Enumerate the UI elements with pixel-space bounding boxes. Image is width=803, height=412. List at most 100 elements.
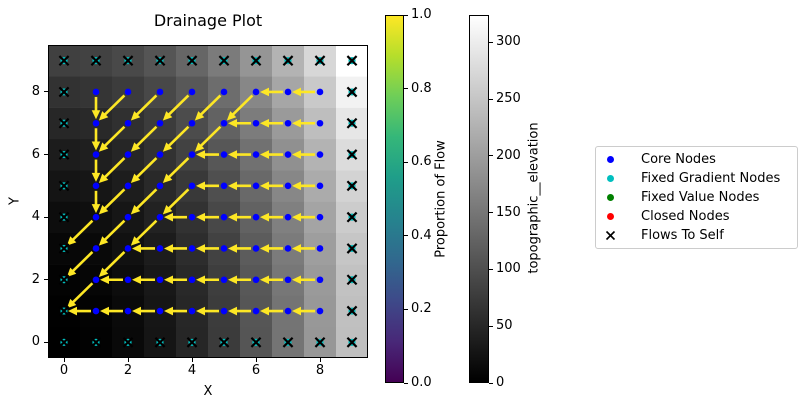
colorbar-tick-mark (404, 382, 408, 384)
flow-arrow-head (260, 244, 269, 253)
core-node-marker (252, 151, 260, 158)
core-node-marker (156, 88, 164, 96)
core-node-marker (92, 88, 100, 96)
core-node-marker (252, 245, 260, 252)
flows-to-self-x-icon (58, 149, 70, 160)
core-node-marker (92, 245, 100, 252)
legend-dot-icon (604, 192, 616, 204)
node-markers (58, 55, 358, 348)
flow-arrow-head (66, 298, 77, 309)
flows-to-self-x-icon (346, 336, 358, 348)
flows-to-self-x-icon (122, 55, 134, 67)
flows-to-self-x-icon (58, 180, 70, 192)
flow-arrow-head (292, 275, 301, 285)
flows-to-self-x-icon (58, 211, 70, 223)
flow-arrow-head (98, 111, 109, 121)
core-node-marker (188, 213, 196, 221)
flow-arrow-shaft (101, 125, 126, 149)
flow-arrow-shaft (197, 125, 222, 149)
x-axis-label: X (203, 384, 213, 399)
y-tick-label: 8 (31, 83, 40, 99)
flow-arrow-head (100, 306, 109, 316)
flows-to-self-x-icon (58, 336, 70, 348)
flows-to-self-x-icon (346, 117, 358, 129)
flows-to-self-x-icon (58, 117, 70, 129)
colorbar-tick-mark (489, 98, 493, 100)
colorbar-tick-mark (489, 212, 493, 214)
flow-arrow-head (196, 306, 205, 316)
flows-to-self-x-icon (58, 55, 70, 67)
flow-arrow-shaft (229, 94, 254, 118)
flows-to-self-x-icon (90, 336, 102, 348)
flow-arrow-head (228, 181, 237, 191)
core-node-marker (156, 307, 164, 315)
flow-arrow-head (91, 110, 101, 120)
colorbar-tick-label: 100 (496, 261, 521, 277)
colorbar-tick-mark (404, 14, 408, 16)
flow-arrow-shaft (69, 282, 94, 306)
axes-border (48, 45, 368, 358)
core-node-marker (124, 245, 132, 252)
colorbar-tick-label: 0 (496, 375, 505, 390)
flow-arrow-head (194, 111, 205, 121)
core-node-marker (252, 307, 260, 315)
x-icon (605, 230, 615, 241)
core-node-marker (124, 119, 132, 127)
flow-arrow-head (130, 236, 141, 246)
core-node-marker (156, 119, 164, 127)
y-tick-mark (44, 216, 48, 218)
core-node-marker (252, 213, 260, 221)
colorbar-tick-label: 0.4 (411, 227, 432, 243)
core-node-marker (92, 182, 100, 190)
flows-to-self-x-icon (314, 55, 326, 67)
flows-to-self-x-icon (346, 149, 358, 160)
core-node-marker (188, 151, 196, 158)
flow-colorbar-label: Proportion of Flow (433, 140, 449, 258)
flow-arrow-shaft (197, 94, 222, 118)
flow-arrow-head (292, 118, 301, 128)
flow-arrow-shaft (133, 219, 158, 243)
core-node-marker (188, 276, 196, 284)
core-node-marker (220, 88, 228, 96)
core-node-marker (316, 307, 324, 315)
flows-to-self-x-icon (186, 336, 198, 348)
flow-arrow-shaft (165, 188, 190, 212)
flow-arrow-head (228, 212, 237, 222)
x-tick-mark (319, 358, 321, 362)
core-node-marker (92, 307, 100, 315)
flow-arrow-shaft (101, 219, 126, 243)
y-tick-mark (44, 341, 48, 343)
flow-arrow-head (228, 306, 237, 316)
flow-arrow-head (260, 212, 269, 222)
flows-to-self-x-icon (58, 305, 70, 317)
flow-arrow-head (228, 275, 237, 285)
flow-arrow-head (260, 87, 269, 97)
flows-to-self-x-icon (154, 336, 166, 348)
plot-title: Drainage Plot (153, 11, 263, 30)
y-tick-label: 0 (31, 334, 40, 350)
flow-arrow-head (260, 275, 269, 285)
flow-arrow-head (100, 275, 109, 285)
flow-arrow-head (91, 141, 101, 151)
colorbar-tick-mark (404, 88, 408, 90)
flow-arrow-shaft (165, 125, 190, 149)
dot-icon (606, 194, 614, 201)
colorbar-tick-mark (404, 161, 408, 163)
flows-to-self-x-icon (346, 180, 358, 192)
core-node-marker (284, 307, 292, 315)
x-tick-label: 4 (187, 363, 197, 378)
colorbar-tick-mark (489, 155, 493, 157)
flow-arrows (66, 87, 315, 316)
flow-arrow-head (130, 173, 141, 184)
core-node-marker (92, 119, 100, 127)
colorbar-tick-label: 0.0 (411, 375, 432, 390)
flow-arrow-head (164, 306, 173, 316)
core-node-marker (124, 213, 132, 221)
flow-arrow-shaft (101, 188, 126, 212)
legend-label: Core Nodes (641, 152, 716, 167)
flow-arrow-head (196, 181, 205, 191)
core-node-marker (220, 119, 228, 127)
legend-x-icon (604, 230, 616, 242)
flow-arrow-shaft (69, 251, 94, 275)
core-node-marker (316, 182, 324, 190)
